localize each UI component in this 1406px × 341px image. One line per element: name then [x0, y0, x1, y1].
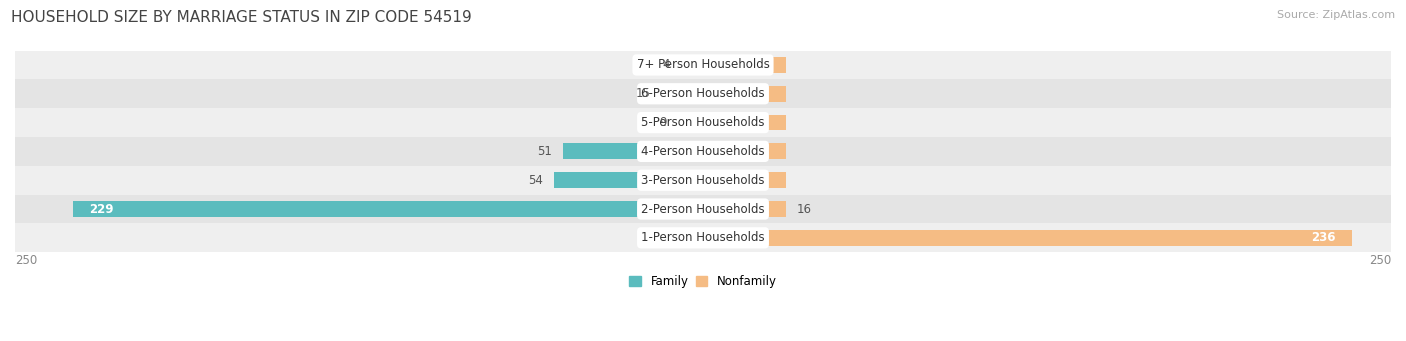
- Bar: [15, 50, 1391, 79]
- Bar: [15, 79, 1391, 108]
- Text: 9: 9: [659, 116, 668, 129]
- Text: 7+ Person Households: 7+ Person Households: [637, 58, 769, 72]
- Text: 250: 250: [1369, 254, 1391, 267]
- Text: Source: ZipAtlas.com: Source: ZipAtlas.com: [1277, 10, 1395, 20]
- Bar: [15, 195, 1391, 223]
- Text: 6-Person Households: 6-Person Households: [641, 87, 765, 100]
- Bar: [678, 115, 703, 131]
- Bar: [703, 144, 786, 159]
- Text: 15: 15: [636, 87, 651, 100]
- Bar: [703, 57, 786, 73]
- Bar: [681, 57, 703, 73]
- Text: HOUSEHOLD SIZE BY MARRIAGE STATUS IN ZIP CODE 54519: HOUSEHOLD SIZE BY MARRIAGE STATUS IN ZIP…: [11, 10, 472, 25]
- Bar: [662, 86, 703, 102]
- Text: 4: 4: [662, 58, 671, 72]
- Text: 2-Person Households: 2-Person Households: [641, 203, 765, 216]
- Text: 5-Person Households: 5-Person Households: [641, 116, 765, 129]
- Text: 16: 16: [797, 203, 811, 216]
- Bar: [703, 201, 786, 217]
- Bar: [703, 172, 786, 188]
- Bar: [15, 166, 1391, 195]
- Text: 3-Person Households: 3-Person Households: [641, 174, 765, 187]
- Text: 51: 51: [537, 145, 551, 158]
- Text: 54: 54: [529, 174, 543, 187]
- Text: 236: 236: [1312, 231, 1336, 244]
- Bar: [562, 144, 703, 159]
- Bar: [15, 137, 1391, 166]
- Bar: [15, 223, 1391, 252]
- Text: 250: 250: [15, 254, 37, 267]
- Text: 229: 229: [90, 203, 114, 216]
- Bar: [703, 86, 786, 102]
- Bar: [703, 115, 786, 131]
- Legend: Family, Nonfamily: Family, Nonfamily: [624, 270, 782, 293]
- Bar: [73, 201, 703, 217]
- Bar: [554, 172, 703, 188]
- Bar: [681, 230, 703, 246]
- Text: 4-Person Households: 4-Person Households: [641, 145, 765, 158]
- Text: 1-Person Households: 1-Person Households: [641, 231, 765, 244]
- Bar: [703, 230, 1353, 246]
- Bar: [15, 108, 1391, 137]
